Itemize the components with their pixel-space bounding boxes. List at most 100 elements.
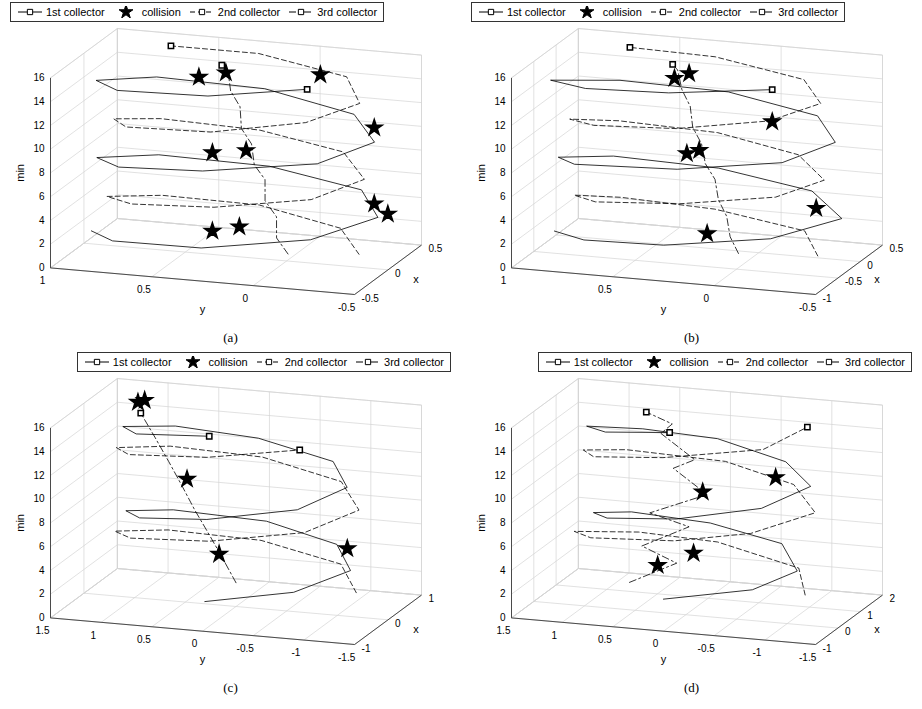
svg-text:min: min [14,164,26,182]
svg-text:y: y [200,303,206,315]
svg-text:1: 1 [429,593,435,604]
svg-text:1: 1 [90,630,96,641]
svg-text:-1.5: -1.5 [338,652,356,663]
svg-text:10: 10 [33,143,45,154]
html-text:3rd collector: 3rd collector [317,6,378,18]
svg-text:0: 0 [500,262,506,273]
svg-text:-1.5: -1.5 [799,652,817,663]
svg-text:4: 4 [500,215,506,226]
svg-text:x: x [413,623,419,635]
svg-text:0.5: 0.5 [598,284,612,295]
html-text:2nd collector: 2nd collector [217,6,281,18]
svg-text:14: 14 [33,446,45,457]
svg-text:1.5: 1.5 [36,625,50,636]
svg-text:0: 0 [242,293,248,304]
svg-text:6: 6 [500,541,506,552]
svg-text:16: 16 [494,72,506,83]
svg-text:2: 2 [500,238,506,249]
svg-text:0.5: 0.5 [429,243,443,254]
svg-text:-1: -1 [823,293,832,304]
svg-text:2: 2 [39,588,45,599]
svg-text:16: 16 [33,422,45,433]
svg-text:0: 0 [703,293,709,304]
svg-text:-0.5: -0.5 [338,302,356,313]
html-text:(a): (a) [223,330,238,345]
svg-text:x: x [874,623,880,635]
svg-text:8: 8 [39,517,45,528]
svg-text:-0.5: -0.5 [237,643,255,654]
svg-text:1: 1 [551,630,557,641]
svg-text:8: 8 [39,167,45,178]
svg-text:0: 0 [192,638,198,649]
svg-text:min: min [475,514,487,532]
svg-text:0: 0 [653,638,659,649]
svg-text:-1: -1 [752,647,761,658]
svg-text:12: 12 [33,120,45,131]
html-text:3rd collector: 3rd collector [384,356,444,368]
svg-text:1: 1 [40,275,46,286]
svg-text:12: 12 [494,120,506,131]
svg-text:0: 0 [39,612,45,623]
svg-text:10: 10 [494,493,506,504]
svg-text:x: x [413,273,419,285]
svg-text:4: 4 [500,565,506,576]
svg-text:6: 6 [500,191,506,202]
html-text:collision: collision [208,356,248,368]
html-text:collision: collision [141,6,181,18]
html-text:1st collector: 1st collector [46,6,105,18]
svg-text:2: 2 [500,588,506,599]
svg-text:14: 14 [33,96,45,107]
svg-text:4: 4 [39,215,45,226]
svg-text:min: min [475,164,487,182]
svg-text:14: 14 [494,96,506,107]
svg-text:min: min [14,514,26,532]
html-text:1st collector: 1st collector [507,6,566,18]
svg-text:1.5: 1.5 [497,625,511,636]
html-text:3rd collector: 3rd collector [778,6,839,18]
svg-text:6: 6 [39,541,45,552]
html-text:(b): (b) [683,330,700,345]
svg-text:-0.5: -0.5 [698,643,716,654]
html-text:(d): (d) [683,680,700,695]
svg-text:0: 0 [395,618,401,629]
svg-text:12: 12 [33,470,45,481]
svg-text:16: 16 [494,422,506,433]
svg-text:16: 16 [33,72,45,83]
svg-text:-1: -1 [362,643,371,654]
svg-text:-0.5: -0.5 [845,276,863,287]
svg-text:10: 10 [494,143,506,154]
svg-text:0.5: 0.5 [137,634,151,645]
svg-text:14: 14 [494,446,506,457]
svg-text:8: 8 [500,167,506,178]
html-text:collision: collision [602,6,642,18]
svg-text:4: 4 [39,565,45,576]
svg-text:2: 2 [890,593,896,604]
svg-text:-1: -1 [823,643,832,654]
svg-text:12: 12 [494,470,506,481]
svg-text:x: x [874,273,880,285]
svg-text:1: 1 [867,610,873,621]
svg-text:0: 0 [500,612,506,623]
svg-text:0: 0 [39,262,45,273]
svg-text:-0.5: -0.5 [799,302,817,313]
svg-text:8: 8 [500,517,506,528]
svg-text:0: 0 [845,626,851,637]
svg-text:-1: -1 [291,647,300,658]
svg-text:y: y [200,653,206,665]
html-text:1st collector: 1st collector [112,356,172,368]
svg-text:y: y [661,653,667,665]
html-text:2nd collector: 2nd collector [678,6,742,18]
svg-text:y: y [661,303,667,315]
svg-text:6: 6 [39,191,45,202]
svg-text:0: 0 [395,268,401,279]
svg-text:0.5: 0.5 [137,284,151,295]
svg-text:1: 1 [501,275,507,286]
svg-text:0: 0 [867,260,873,271]
svg-text:-0.5: -0.5 [362,293,380,304]
html-text:(c): (c) [223,680,238,695]
svg-text:0.5: 0.5 [890,243,904,254]
svg-text:2: 2 [39,238,45,249]
html-text:2nd collector: 2nd collector [284,356,348,368]
svg-text:10: 10 [33,493,45,504]
svg-text:0.5: 0.5 [598,634,612,645]
